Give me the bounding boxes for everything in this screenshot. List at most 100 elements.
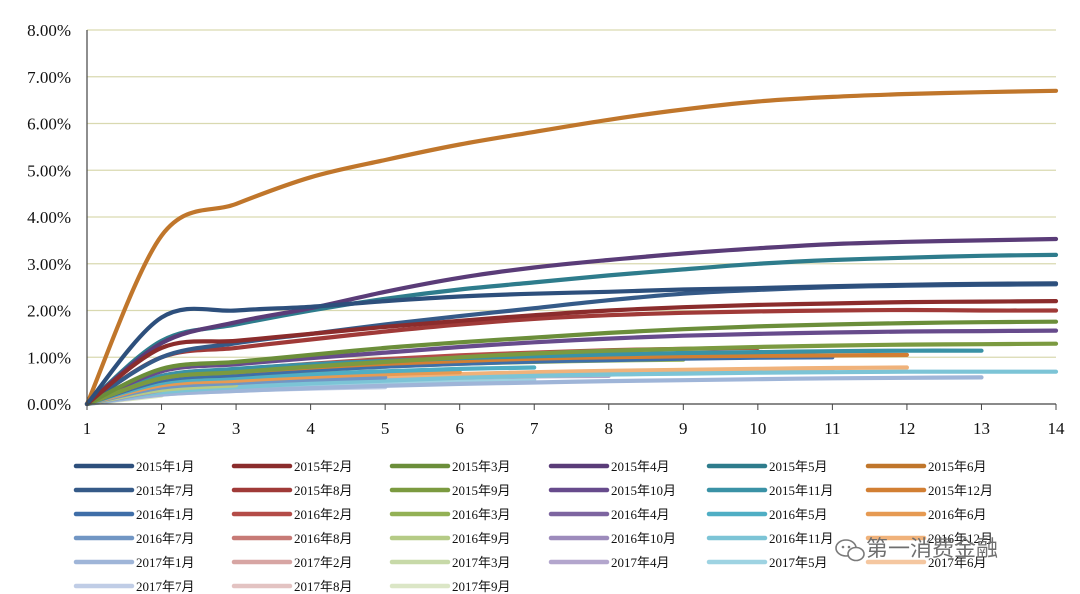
legend-label: 2017年5月 <box>769 555 828 570</box>
legend-item: 2017年8月 <box>231 579 353 594</box>
series-line <box>84 355 835 407</box>
legend-item: 2016年8月 <box>231 531 353 546</box>
legend-label: 2017年2月 <box>294 555 353 570</box>
legend-item: 2015年6月 <box>865 459 987 474</box>
legend-label: 2015年10月 <box>611 483 676 498</box>
series-line <box>84 365 537 407</box>
legend-item: 2016年10月 <box>548 531 676 546</box>
legend-item: 2015年9月 <box>389 483 511 498</box>
legend-label: 2016年6月 <box>928 507 987 522</box>
legend-label: 2015年9月 <box>452 483 511 498</box>
series-line <box>84 236 1059 407</box>
legend-label: 2017年9月 <box>452 579 511 594</box>
legend-label: 2015年1月 <box>136 459 195 474</box>
legend-item: 2016年3月 <box>389 507 511 522</box>
x-tick-label: 11 <box>824 419 840 438</box>
series-lines <box>84 88 1059 407</box>
legend-label: 2016年8月 <box>294 531 353 546</box>
series-line <box>84 375 984 407</box>
legend: 2015年1月 2015年2月 2015年3月 2015年4月 2015年5月 2015年… <box>73 459 993 594</box>
legend-label: 2016年11月 <box>769 531 834 546</box>
series-line <box>84 328 1059 407</box>
legend-label: 2017年4月 <box>611 555 670 570</box>
series-line <box>84 299 1059 407</box>
wechat-icon <box>835 539 865 562</box>
legend-label: 2015年12月 <box>928 483 993 498</box>
legend-label: 2015年5月 <box>769 459 828 474</box>
legend-item: 2016年12月 <box>865 531 993 546</box>
x-tick-label: 9 <box>679 419 688 438</box>
legend-item: 2015年3月 <box>389 459 511 474</box>
legend-item: 2015年8月 <box>231 483 353 498</box>
y-tick-label: 3.00% <box>27 255 71 274</box>
series-line <box>84 348 984 407</box>
legend-label: 2015年6月 <box>928 459 987 474</box>
x-tick-label: 13 <box>973 419 990 438</box>
y-tick-label: 5.00% <box>27 161 71 180</box>
legend-label: 2015年7月 <box>136 483 195 498</box>
legend-item: 2017年6月 <box>865 555 987 570</box>
x-tick-label: 12 <box>898 419 915 438</box>
legend-item: 2016年5月 <box>706 507 828 522</box>
legend-label: 2016年7月 <box>136 531 195 546</box>
legend-label: 2015年3月 <box>452 459 511 474</box>
series-line <box>84 319 1059 407</box>
legend-label: 2017年1月 <box>136 555 195 570</box>
x-tick-label: 4 <box>306 419 315 438</box>
series-line <box>84 281 1059 407</box>
legend-item: 2016年11月 <box>706 531 834 546</box>
series-line <box>84 341 1059 407</box>
x-tick-label: 1 <box>83 419 92 438</box>
legend-item: 2015年10月 <box>548 483 676 498</box>
legend-label: 2015年2月 <box>294 459 353 474</box>
legend-label: 2016年10月 <box>611 531 676 546</box>
y-tick-label: 1.00% <box>27 348 71 367</box>
x-tick-label: 2 <box>157 419 166 438</box>
y-tick-label: 8.00% <box>27 21 71 40</box>
legend-item: 2017年3月 <box>389 555 511 570</box>
legend-item: 2017年1月 <box>73 555 195 570</box>
watermark: 第一消费金融 <box>835 537 998 562</box>
legend-label: 2015年4月 <box>611 459 670 474</box>
x-tick-label: 6 <box>455 419 464 438</box>
series-line <box>84 370 462 407</box>
y-tick-label: 6.00% <box>27 115 71 134</box>
legend-item: 2016年9月 <box>389 531 511 546</box>
legend-item: 2016年1月 <box>73 507 195 522</box>
axes: 0.00% 1.00% 2.00% 3.00% 4.00% 5.00% 6.00% 7.00%… <box>27 21 1065 438</box>
series-line <box>84 88 1059 407</box>
x-tick-label: 7 <box>530 419 539 438</box>
series-line <box>84 307 1059 407</box>
legend-label: 2016年2月 <box>294 507 353 522</box>
legend-item: 2016年4月 <box>548 507 670 522</box>
legend-item: 2016年7月 <box>73 531 195 546</box>
legend-item: 2015年7月 <box>73 483 195 498</box>
y-tick-label: 2.00% <box>27 302 71 321</box>
legend-item: 2016年2月 <box>231 507 353 522</box>
legend-label: 2015年8月 <box>294 483 353 498</box>
legend-item: 2017年2月 <box>231 555 353 570</box>
legend-item: 2015年4月 <box>548 459 670 474</box>
legend-label: 2017年8月 <box>294 579 353 594</box>
y-tick-label: 0.00% <box>27 395 71 414</box>
legend-label: 2015年11月 <box>769 483 834 498</box>
watermark-text: 第一消费金融 <box>866 537 998 562</box>
legend-item: 2017年9月 <box>389 579 511 594</box>
legend-item: 2015年5月 <box>706 459 828 474</box>
legend-item: 2017年4月 <box>548 555 670 570</box>
series-line <box>84 369 1059 407</box>
x-tick-label: 8 <box>605 419 614 438</box>
legend-label: 2017年6月 <box>928 555 987 570</box>
legend-label: 2016年3月 <box>452 507 511 522</box>
y-tick-label: 7.00% <box>27 68 71 87</box>
legend-label: 2017年7月 <box>136 579 195 594</box>
legend-item: 2015年2月 <box>231 459 353 474</box>
series-line <box>84 252 1059 407</box>
legend-item: 2015年1月 <box>73 459 195 474</box>
legend-label: 2016年12月 <box>928 531 993 546</box>
legend-item: 2017年5月 <box>706 555 828 570</box>
legend-label: 2017年3月 <box>452 555 511 570</box>
y-tick-label: 4.00% <box>27 208 71 227</box>
legend-label: 2016年5月 <box>769 507 828 522</box>
